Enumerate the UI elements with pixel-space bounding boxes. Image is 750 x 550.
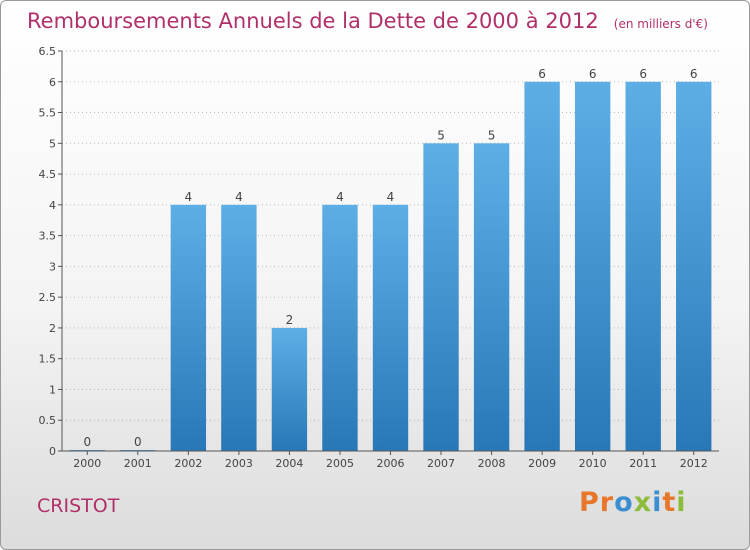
data-label-2001: 0 bbox=[134, 435, 142, 449]
x-tick-label-2003: 2003 bbox=[225, 457, 253, 470]
proxiti-logo: Proxiti bbox=[579, 487, 687, 518]
bar-2003 bbox=[221, 204, 257, 451]
chart-subtitle: (en milliers d'€) bbox=[613, 17, 708, 31]
data-label-2004: 2 bbox=[286, 313, 294, 327]
bar-2005 bbox=[322, 204, 358, 451]
x-tick-label-2010: 2010 bbox=[579, 457, 607, 470]
y-tick-label: 1.5 bbox=[39, 353, 57, 366]
bar-2004 bbox=[271, 327, 308, 451]
x-tick-label-2000: 2000 bbox=[73, 457, 101, 470]
y-tick-label: 2 bbox=[49, 322, 56, 335]
chart-header: Remboursements Annuels de la Dette de 20… bbox=[27, 9, 708, 33]
bar-2002 bbox=[170, 204, 207, 451]
x-tick-label-2001: 2001 bbox=[124, 457, 152, 470]
bar-2008 bbox=[473, 143, 510, 452]
data-label-2006: 4 bbox=[387, 190, 395, 204]
bar-2012 bbox=[676, 81, 712, 452]
y-tick-label: 3.5 bbox=[39, 230, 57, 243]
y-tick-label: 2.5 bbox=[39, 291, 57, 304]
data-label-2012: 6 bbox=[690, 67, 698, 81]
logo-letter: o bbox=[614, 487, 634, 518]
x-tick-label-2009: 2009 bbox=[528, 457, 556, 470]
x-tick-label-2004: 2004 bbox=[275, 457, 303, 470]
y-tick-label: 1 bbox=[49, 383, 56, 396]
logo-letter: x bbox=[633, 487, 653, 518]
y-tick-label: 3 bbox=[49, 260, 56, 273]
data-label-2010: 6 bbox=[589, 67, 597, 81]
y-tick-label: 6.5 bbox=[39, 45, 57, 58]
x-tick-label-2002: 2002 bbox=[174, 457, 202, 470]
data-label-2000: 0 bbox=[83, 435, 91, 449]
y-tick-label: 6 bbox=[49, 76, 56, 89]
y-tick-label: 4.5 bbox=[39, 168, 57, 181]
x-tick-label-2012: 2012 bbox=[680, 457, 708, 470]
logo-letter: r bbox=[599, 487, 615, 518]
data-label-2008: 5 bbox=[488, 128, 496, 142]
bar-2009 bbox=[524, 81, 560, 452]
y-tick-label: 0 bbox=[49, 445, 56, 458]
data-label-2005: 4 bbox=[336, 190, 344, 204]
x-tick-label-2007: 2007 bbox=[427, 457, 455, 470]
x-tick-label-2008: 2008 bbox=[478, 457, 506, 470]
x-tick-label-2011: 2011 bbox=[629, 457, 657, 470]
x-tick-label-2005: 2005 bbox=[326, 457, 354, 470]
bar-2010 bbox=[574, 81, 611, 452]
y-tick-label: 5 bbox=[49, 137, 56, 150]
logo-letter: t bbox=[662, 487, 677, 518]
bar-2007 bbox=[423, 143, 459, 452]
data-labels: 0 0 4 4 2 4 4 5 5 6 6 6 6 bbox=[83, 67, 697, 449]
data-label-2009: 6 bbox=[538, 67, 546, 81]
commune-name: CRISTOT bbox=[37, 495, 120, 517]
logo-letter: P bbox=[579, 487, 600, 518]
bar-2011 bbox=[625, 81, 661, 452]
data-label-2007: 5 bbox=[437, 128, 445, 142]
bar-2006 bbox=[372, 204, 409, 451]
logo-letter: i bbox=[652, 487, 663, 518]
y-tick-label: 4 bbox=[49, 199, 56, 212]
data-label-2011: 6 bbox=[639, 67, 647, 81]
bars bbox=[69, 81, 712, 452]
y-tick-label: 5.5 bbox=[39, 107, 57, 120]
data-label-2003: 4 bbox=[235, 190, 243, 204]
logo-letter: i bbox=[676, 487, 687, 518]
chart-title: Remboursements Annuels de la Dette de 20… bbox=[27, 9, 599, 33]
x-tick-label-2006: 2006 bbox=[377, 457, 405, 470]
y-tick-label: 0.5 bbox=[39, 414, 57, 427]
data-label-2002: 4 bbox=[185, 190, 193, 204]
